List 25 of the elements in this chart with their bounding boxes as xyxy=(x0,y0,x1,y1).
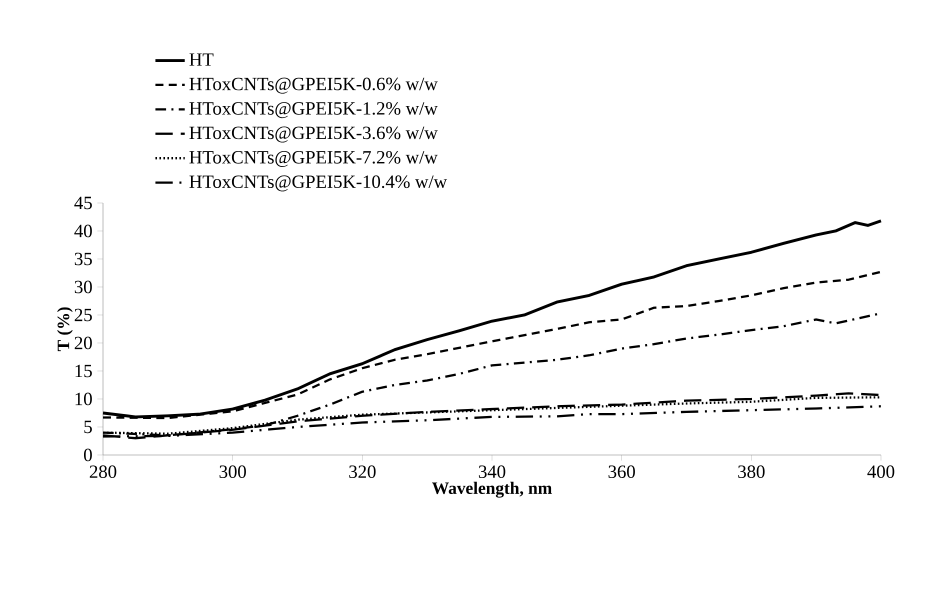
x-tick-label: 340 xyxy=(478,465,506,478)
legend-label: HToxCNTs@GPEI5K-1.2% w/w xyxy=(189,102,438,118)
y-tick-label: 5 xyxy=(84,420,92,434)
y-tick-label: 45 xyxy=(74,196,92,210)
y-tick-label: 10 xyxy=(76,392,92,406)
legend-label: HT xyxy=(189,53,214,66)
x-tick-label: 280 xyxy=(90,465,116,478)
x-tick-label: 360 xyxy=(608,465,635,478)
x-tick-label: 400 xyxy=(867,465,894,478)
legend-label: HToxCNTs@GPEI5K-0.6% w/w xyxy=(189,78,438,94)
y-tick-label: 30 xyxy=(74,280,92,294)
x-tick-label: 300 xyxy=(220,465,246,478)
x-tick-label: 380 xyxy=(738,465,765,478)
y-tick-label: 40 xyxy=(74,224,92,238)
legend-label: HToxCNTs@GPEI5K-10.4% w/w xyxy=(189,175,448,192)
legend-label: HToxCNTs@GPEI5K-7.2% w/w xyxy=(189,150,438,167)
y-tick-label: 20 xyxy=(74,336,92,350)
legend-label: HToxCNTs@GPEI5K-3.6% w/w xyxy=(189,126,438,143)
y-axis-title: T (%) xyxy=(57,307,73,352)
y-tick-label: 25 xyxy=(74,308,92,322)
y-tick-label: 15 xyxy=(76,364,92,378)
y-tick-label: 35 xyxy=(74,252,92,266)
x-axis-title: Wavelength, nm xyxy=(432,482,552,498)
x-tick-label: 320 xyxy=(349,465,376,478)
y-tick-label: 0 xyxy=(84,448,92,462)
